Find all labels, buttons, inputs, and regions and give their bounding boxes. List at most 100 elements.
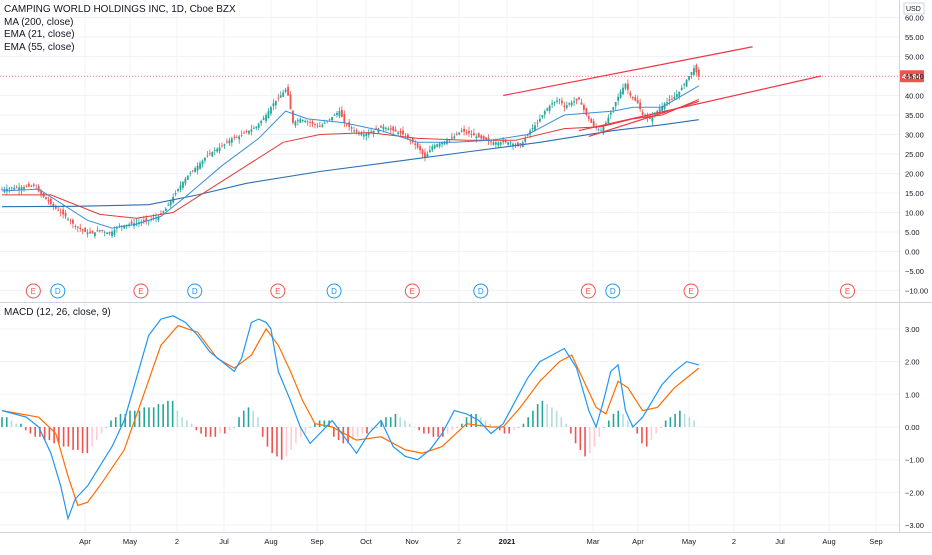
histogram-bar (29, 427, 32, 434)
histogram-bar (683, 413, 686, 427)
candle-body (697, 69, 700, 77)
price-axis-tick: 45.00 (905, 72, 924, 81)
histogram-bar (20, 423, 22, 427)
histogram-bar (15, 423, 18, 427)
histogram-bar (669, 417, 672, 427)
histogram-bar (143, 407, 146, 427)
candle-body (661, 105, 664, 111)
histogram-bar (389, 417, 392, 427)
price-axis-tick: 15.00 (905, 189, 924, 198)
earnings-marker-label: E (688, 287, 693, 296)
candle-body (52, 203, 55, 207)
dividend-marker (326, 283, 342, 299)
histogram-bar (655, 427, 657, 434)
candle-body (142, 219, 145, 222)
candle-body (641, 112, 644, 115)
histogram-bar (375, 427, 378, 428)
candle-body (113, 229, 116, 235)
histogram-bar (508, 427, 511, 434)
candle-body (287, 86, 289, 96)
histogram-bar (181, 417, 183, 427)
histogram-bar (560, 417, 563, 427)
candle-body (428, 150, 431, 153)
candle-body (59, 211, 62, 213)
histogram-bar (323, 420, 326, 427)
histogram-bar (162, 404, 164, 427)
candle-body (433, 145, 436, 149)
histogram-bar (423, 427, 425, 434)
candle-body (238, 136, 241, 140)
candle-body (458, 132, 461, 135)
histogram-bar (664, 420, 667, 427)
histogram-bar (522, 423, 525, 427)
last-price-label: 44.94 (902, 72, 922, 81)
candle-body (98, 230, 101, 232)
trend-line-2 (588, 100, 700, 138)
candle-body (406, 134, 409, 139)
candle-body (651, 116, 654, 122)
indicator-ema55-label[interactable]: EMA (55, close) (4, 41, 75, 53)
price-axis-tick: 10.00 (905, 209, 924, 218)
candle-body (578, 97, 580, 100)
histogram-bar (399, 417, 401, 427)
candle-body (162, 211, 165, 213)
candle-body (184, 178, 187, 184)
histogram-bar (484, 420, 487, 427)
candle-body (5, 188, 8, 192)
candle-body (602, 126, 605, 134)
candle-body (353, 130, 355, 132)
histogram-bar (1, 417, 3, 427)
histogram-bar (489, 423, 492, 427)
symbol-title[interactable]: CAMPING WORLD HOLDINGS INC, 1D, Cboe BZX (4, 4, 236, 15)
histogram-bar (361, 427, 364, 434)
candle-body (450, 137, 453, 139)
histogram-bar (309, 427, 311, 428)
candle-body (468, 130, 470, 134)
candle-body (499, 142, 502, 145)
histogram-bar (129, 410, 131, 427)
dividend-marker (187, 283, 203, 299)
indicator-ma200-label[interactable]: MA (200, close) (4, 16, 74, 28)
histogram-bar (81, 427, 84, 454)
candle-body (189, 173, 192, 174)
candle-body (328, 118, 331, 120)
time-axis-tick: Mar (587, 537, 600, 546)
histogram-bar (351, 427, 354, 441)
histogram-bar (280, 427, 283, 460)
candle-body (301, 119, 304, 122)
histogram-bar (470, 413, 473, 427)
histogram-bar (427, 427, 430, 434)
candle-body (441, 142, 443, 145)
candle-body (639, 102, 642, 110)
candle-body (96, 230, 99, 232)
candle-body (671, 98, 673, 100)
histogram-bar (475, 413, 477, 427)
candle-body (216, 148, 219, 152)
candle-body (221, 145, 223, 147)
time-axis-tick: Sep (310, 537, 323, 546)
dividend-marker (605, 283, 621, 299)
candle-body (47, 199, 50, 202)
candle-body (252, 128, 255, 129)
histogram-bar (337, 427, 340, 441)
histogram-bar (223, 427, 226, 434)
histogram-bar (171, 400, 174, 427)
candle-body (274, 100, 277, 106)
candle-body (226, 141, 228, 143)
candle-body (340, 109, 343, 117)
candle-body (248, 130, 250, 134)
time-axis-tick: Aug (264, 537, 277, 546)
price-axis-tick: 60.00 (905, 14, 924, 23)
histogram-bar (209, 427, 212, 437)
histogram-bar (62, 427, 65, 447)
macd-legend[interactable]: MACD (12, 26, close, 9) (4, 307, 111, 318)
candle-body (10, 187, 13, 189)
candle-body (565, 105, 568, 108)
indicator-ema21-label[interactable]: EMA (21, close) (4, 29, 75, 40)
signal-line (1, 324, 700, 507)
candle-body (397, 132, 399, 134)
histogram-bar (603, 427, 605, 428)
histogram-bar (304, 427, 307, 434)
candle-body (50, 198, 52, 204)
